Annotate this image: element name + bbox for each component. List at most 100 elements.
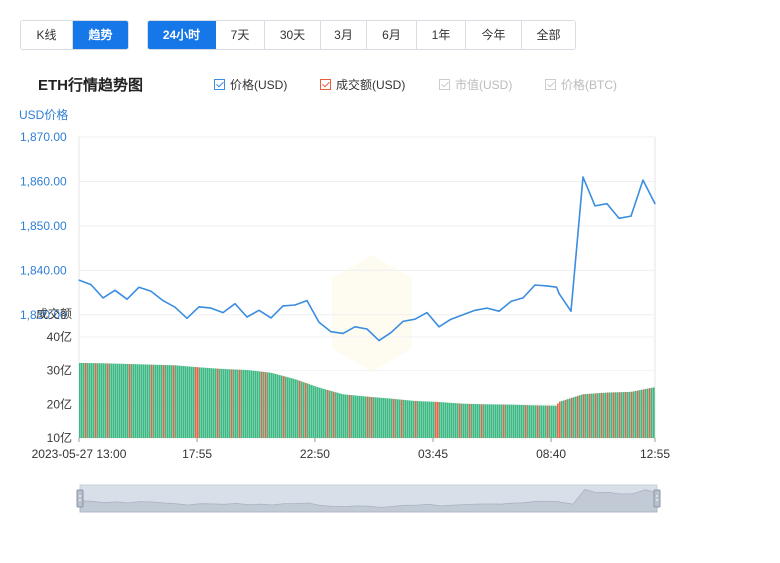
volume-bar (81, 362, 83, 438)
volume-bar (573, 397, 575, 438)
volume-bar (497, 404, 499, 438)
range-tab-3[interactable]: 3月 (321, 21, 367, 49)
volume-bar (445, 402, 447, 438)
zoom-handle-right[interactable] (653, 489, 661, 508)
mode-tab-1[interactable]: 趋势 (73, 21, 128, 49)
volume-bar (557, 403, 559, 438)
volume-bar (475, 404, 477, 438)
volume-bar (525, 405, 527, 438)
volume-bar (349, 394, 351, 438)
volume-bar (587, 393, 589, 438)
volume-bar (481, 404, 483, 438)
volume-bar (103, 363, 105, 438)
price-point (390, 332, 392, 334)
volume-bar (215, 368, 217, 438)
volume-bar (527, 405, 529, 438)
range-tab-6[interactable]: 今年 (466, 21, 522, 49)
volume-bar (173, 365, 175, 438)
volume-bar (333, 391, 335, 438)
volume-bar (255, 371, 257, 438)
volume-bar (429, 401, 431, 438)
volume-bar (357, 395, 359, 438)
legend-checkbox-2[interactable] (439, 79, 450, 90)
volume-bar (605, 392, 607, 438)
x-tick-label: 22:50 (300, 447, 330, 461)
legend-item-0[interactable]: 价格(USD) (214, 76, 287, 93)
volume-bar (647, 388, 649, 438)
price-point (582, 176, 584, 178)
volume-bar (431, 401, 433, 438)
volume-bar (421, 401, 423, 438)
legend-label-3: 价格(BTC) (561, 78, 617, 92)
range-tab-4[interactable]: 6月 (367, 21, 417, 49)
legend-item-1[interactable]: 成交额(USD) (320, 76, 405, 93)
volume-bar (243, 369, 245, 438)
volume-bar (415, 401, 417, 438)
range-tab-0[interactable]: 24小时 (148, 21, 216, 49)
volume-bar (219, 368, 221, 438)
volume-bar (635, 390, 637, 438)
price-tick-label: 1,860.00 (20, 174, 67, 188)
price-point (510, 300, 512, 302)
volume-bar (377, 397, 379, 438)
range-tab-1[interactable]: 7天 (216, 21, 265, 49)
volume-bar (491, 404, 493, 438)
volume-bar (367, 396, 369, 438)
volume-bar (213, 368, 215, 438)
volume-bar (335, 392, 337, 438)
price-point (258, 309, 260, 311)
price-point (138, 286, 140, 288)
volume-bar (151, 364, 153, 438)
price-point (318, 321, 320, 323)
volume-bar (327, 390, 329, 438)
legend-item-3[interactable]: 价格(BTC) (545, 76, 617, 93)
price-point (462, 314, 464, 316)
price-point (606, 203, 608, 205)
volume-bar (585, 394, 587, 438)
volume-bar (629, 391, 631, 438)
volume-bar (583, 394, 585, 438)
legend-checkbox-0[interactable] (214, 79, 225, 90)
volume-bar (331, 391, 333, 438)
volume-bar (437, 401, 439, 438)
volume-bar (245, 369, 247, 438)
volume-bar (285, 376, 287, 438)
range-tab-7[interactable]: 全部 (522, 21, 575, 49)
range-tab-2[interactable]: 30天 (265, 21, 321, 49)
volume-bar (505, 404, 507, 438)
volume-bar (581, 394, 583, 438)
volume-tick-label: 10亿 (47, 430, 72, 445)
volume-bar (575, 396, 577, 438)
mode-tab-0[interactable]: K线 (21, 21, 73, 49)
price-point (270, 317, 272, 319)
volume-bar (393, 398, 395, 438)
volume-bar (493, 404, 495, 438)
volume-bar (593, 393, 595, 438)
volume-bar (347, 394, 349, 438)
volume-bar (579, 395, 581, 438)
legend-checkbox-3[interactable] (545, 79, 556, 90)
volume-bar (247, 370, 249, 438)
price-point (618, 217, 620, 219)
volume-bar (417, 401, 419, 438)
volume-bar (177, 365, 179, 438)
legend-item-2[interactable]: 市值(USD) (439, 76, 512, 93)
volume-bar (595, 393, 597, 438)
zoom-slider-preview (79, 489, 658, 513)
volume-bar (231, 369, 233, 438)
volume-bar (509, 404, 511, 438)
price-point (522, 297, 524, 299)
volume-axis-label: 成交额 (36, 306, 72, 321)
legend-checkbox-1[interactable] (320, 79, 331, 90)
volume-bar (489, 404, 491, 438)
range-tab-5[interactable]: 1年 (417, 21, 466, 49)
volume-bar (299, 380, 301, 438)
chart-mode-tabs: K线 趋势 (20, 20, 129, 50)
volume-bar (265, 372, 267, 438)
zoom-handle-left[interactable] (76, 489, 84, 508)
volume-bar (105, 363, 107, 438)
price-line (78, 176, 656, 342)
volume-bar (545, 405, 547, 438)
volume-bar (139, 364, 141, 438)
volume-bar (345, 394, 347, 438)
